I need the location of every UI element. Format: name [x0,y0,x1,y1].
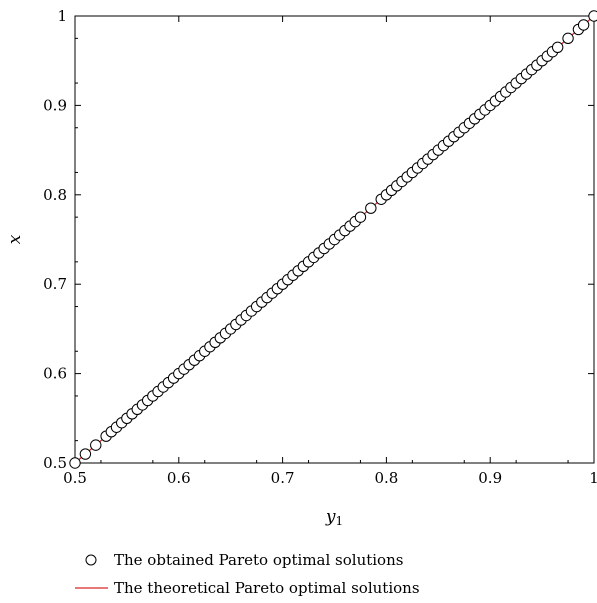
data-point [79,448,92,460]
x-tick-label: 0.8 [374,469,398,487]
x-tick-label: 0.9 [478,469,502,487]
data-point [365,202,377,214]
y-tick-label: 0.5 [43,454,67,472]
data-point [354,211,367,223]
x-tick-label: 1 [589,469,597,487]
data-point [577,19,590,31]
plot-frame [74,15,595,464]
data-point [90,439,102,451]
y-tick-label: 0.6 [43,365,67,383]
y-tick-label: 0.8 [43,186,67,204]
x-axis-label-main: y [325,507,336,527]
x-tick-label: 0.6 [167,469,191,487]
x-axis-label: y1 [325,507,343,528]
x-axis-label-subscript: 1 [335,514,343,528]
y-tick-label: 0.7 [43,275,67,293]
x-tick-label: 0.5 [63,469,87,487]
x-tick-label: 0.7 [271,469,295,487]
data-point [551,41,564,53]
y-tick-label: 1 [57,7,67,25]
y-axis-label: x [5,234,25,244]
legend: The obtained Pareto optimal solutions Th… [75,551,420,597]
y-tick-label: 0.9 [43,96,67,114]
data-point [69,457,81,469]
legend-label-obtained: The obtained Pareto optimal solutions [114,551,403,569]
data-point [562,32,574,45]
legend-label-theoretical: The theoretical Pareto optimal solutions [114,579,420,597]
obtained-series [69,10,597,469]
data-point [588,10,597,22]
legend-marker-obtained [85,554,97,566]
